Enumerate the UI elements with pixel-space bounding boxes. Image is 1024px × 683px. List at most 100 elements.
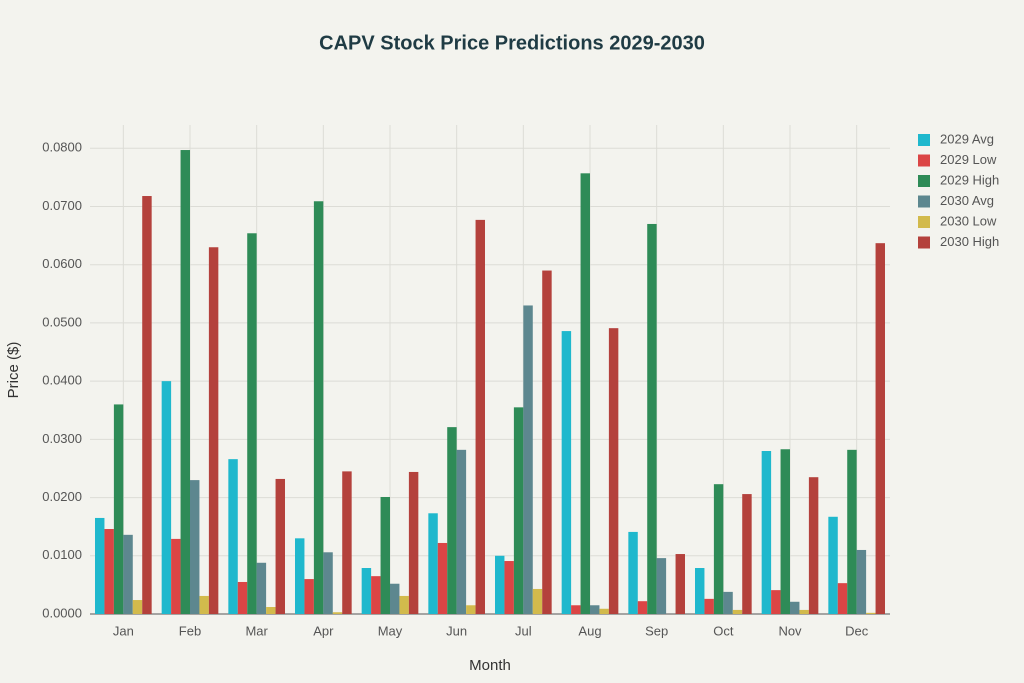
bar [495, 555, 505, 614]
bar [761, 451, 772, 614]
bar [628, 531, 638, 614]
y-tick-label: 0.0200 [42, 489, 82, 504]
bar [866, 612, 876, 614]
bar [399, 595, 409, 614]
bar [437, 542, 448, 614]
bar [837, 583, 848, 614]
y-tick-label: 0.0000 [42, 605, 82, 620]
x-tick-label: Jan [113, 623, 134, 638]
bar [199, 595, 209, 614]
x-tick-label: Oct [713, 623, 734, 638]
bar [208, 247, 219, 614]
x-tick-label: Dec [845, 623, 869, 638]
bar [466, 605, 476, 614]
legend-swatch [918, 216, 930, 228]
x-tick-label: Apr [313, 623, 334, 638]
bar [113, 404, 124, 614]
bar [571, 605, 581, 614]
bar [523, 305, 533, 614]
bar [723, 591, 733, 614]
bar [456, 449, 467, 614]
bar [847, 449, 857, 614]
bar [532, 588, 543, 614]
bar [104, 529, 114, 614]
bar [275, 478, 285, 614]
bar [237, 581, 248, 614]
bar [132, 600, 143, 614]
bar [180, 150, 190, 614]
bar [313, 201, 324, 614]
bar [856, 549, 867, 614]
x-axis-title: Month [469, 657, 511, 674]
bar [342, 471, 352, 614]
bar [171, 538, 181, 614]
x-tick-label: Sep [645, 623, 668, 638]
bar [475, 219, 485, 614]
bar [304, 579, 314, 614]
y-tick-label: 0.0800 [42, 140, 82, 155]
bar [332, 612, 343, 614]
bar [780, 449, 790, 614]
x-tick-label: Nov [778, 623, 802, 638]
bar [704, 598, 714, 614]
bar [799, 609, 809, 614]
bar [790, 601, 800, 614]
legend-label: 2029 High [940, 172, 999, 187]
x-tick-label: Feb [179, 623, 201, 638]
y-tick-label: 0.0400 [42, 373, 82, 388]
bar [371, 576, 381, 614]
bar [266, 607, 276, 614]
bar [599, 608, 609, 614]
bar [123, 534, 133, 614]
bar [580, 173, 590, 614]
x-tick-label: Mar [245, 623, 268, 638]
legend-label: 2030 Low [940, 213, 997, 228]
bar [713, 484, 724, 614]
legend-swatch [918, 154, 930, 167]
y-tick-label: 0.0300 [42, 431, 82, 446]
legend-label: 2030 Avg [940, 193, 994, 208]
bar [380, 496, 390, 614]
bar [142, 196, 152, 614]
bar [637, 601, 648, 614]
legend-label: 2029 Avg [940, 131, 994, 146]
chart-title: CAPV Stock Price Predictions 2029-2030 [319, 32, 705, 54]
bar [656, 558, 667, 614]
y-axis-title: Price ($) [5, 342, 22, 399]
bar [447, 427, 457, 614]
bar [542, 270, 552, 614]
legend-swatch [918, 236, 930, 249]
y-tick-label: 0.0100 [42, 547, 82, 562]
bar [95, 517, 105, 614]
bar [361, 568, 372, 614]
x-tick-label: May [378, 623, 403, 638]
bar [504, 561, 514, 614]
bar [408, 471, 419, 614]
bar [771, 590, 781, 614]
legend-swatch [918, 195, 930, 208]
bar [828, 516, 838, 614]
bar [390, 583, 400, 614]
bar [323, 552, 333, 614]
y-tick-label: 0.0700 [42, 198, 82, 213]
y-tick-label: 0.0500 [42, 314, 82, 329]
bar [695, 568, 705, 614]
legend-label: 2030 High [940, 234, 999, 249]
bar [590, 605, 600, 614]
bar [675, 554, 685, 614]
bar [647, 223, 657, 614]
bar [875, 243, 885, 615]
bar [161, 381, 172, 614]
bar [513, 407, 524, 614]
legend-label: 2029 Low [940, 152, 997, 167]
bar [256, 562, 267, 614]
bar [295, 538, 305, 614]
bar [228, 459, 238, 614]
bar [190, 480, 200, 614]
y-tick-label: 0.0600 [42, 256, 82, 271]
bar [608, 328, 619, 614]
bar [742, 494, 752, 614]
bar [808, 477, 819, 614]
